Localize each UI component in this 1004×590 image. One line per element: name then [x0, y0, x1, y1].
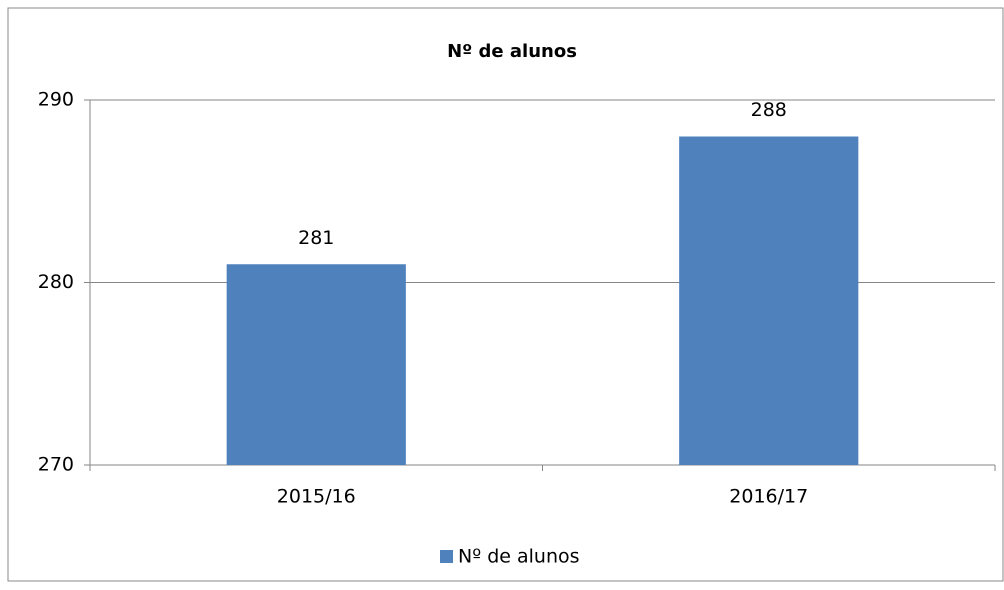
x-tick-label: 2015/16 [277, 486, 356, 508]
legend-swatch [440, 550, 453, 563]
legend-label: Nº de alunos [458, 546, 580, 568]
bar [226, 264, 406, 465]
y-tick-label: 270 [38, 454, 74, 476]
bar [679, 136, 859, 465]
data-label: 288 [751, 99, 787, 121]
chart-title: Nº de alunos [447, 41, 577, 62]
data-label: 281 [298, 227, 334, 249]
x-tick-label: 2016/17 [729, 486, 808, 508]
y-tick-label: 290 [38, 89, 74, 111]
y-tick-label: 280 [38, 271, 74, 293]
